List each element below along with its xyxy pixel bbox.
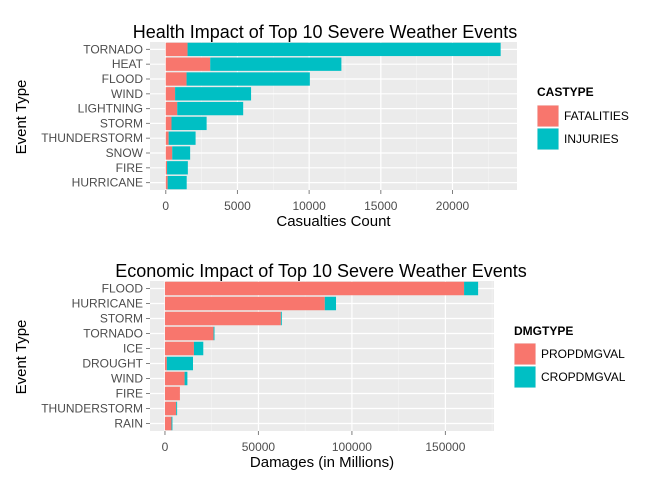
y-tick-label: TORNADO <box>83 327 143 341</box>
y-tick-label: DROUGHT <box>82 357 143 371</box>
x-axis-title: Casualties Count <box>276 213 391 230</box>
bar-tornado-fatalities <box>165 42 188 57</box>
y-tick-label: ICE <box>123 342 143 356</box>
bar-thunderstorm-cropdmgval <box>176 401 178 416</box>
bar-hurricane-cropdmgval <box>324 296 337 311</box>
x-tick-label: 5000 <box>224 199 251 213</box>
bar-drought-cropdmgval <box>166 356 193 371</box>
bar-hurricane-injuries <box>167 175 187 190</box>
bar-rain-cropdmgval <box>171 416 173 431</box>
bar-heat-fatalities <box>165 57 211 71</box>
bar-flood-fatalities <box>165 72 187 86</box>
legend-label-propdmgval: PROPDMGVAL <box>541 347 625 361</box>
legend-label-fatalities: FATALITIES <box>564 109 629 123</box>
y-tick-label: STORM <box>100 116 143 130</box>
y-axis-title: Event Type <box>13 320 30 395</box>
y-tick-label: LIGHTNING <box>78 102 143 116</box>
bar-ice-cropdmgval <box>193 341 204 356</box>
y-tick-label: RAIN <box>114 417 143 431</box>
x-tick-label: 50000 <box>242 440 276 454</box>
bar-snow-injuries <box>172 146 191 160</box>
y-tick-label: STORM <box>100 312 143 326</box>
y-tick-label: THUNDERSTORM <box>41 402 143 416</box>
bar-fire-fatalities <box>165 161 168 175</box>
y-tick-label: HURRICANE <box>72 297 143 311</box>
x-tick-label: 150000 <box>425 440 465 454</box>
y-tick-label: SNOW <box>106 146 144 160</box>
legend-key-injuries <box>537 128 559 150</box>
bar-ice-propdmgval <box>164 341 194 356</box>
legend: DMGTYPE PROPDMGVAL CROPDMGVAL <box>514 324 626 388</box>
y-tick-label: TORNADO <box>83 42 143 56</box>
legend-title: DMGTYPE <box>514 324 573 338</box>
bar-hurricane-fatalities <box>165 175 168 190</box>
bar-tornado-injuries <box>187 42 501 57</box>
x-axis-title: Damages (in Millions) <box>250 454 394 471</box>
chart-title: Health Impact of Top 10 Severe Weather E… <box>133 22 518 42</box>
bar-wind-injuries <box>175 87 252 101</box>
bar-storm-cropdmgval <box>280 311 282 326</box>
health-impact-chart: TORNADOHEATFLOODWINDLIGHTNINGSTORMTHUNDE… <box>13 22 629 230</box>
legend-label-cropdmgval: CROPDMGVAL <box>541 370 626 384</box>
bar-storm-propdmgval <box>164 311 281 326</box>
x-tick-label: 100000 <box>332 440 372 454</box>
bar-storm-injuries <box>171 116 207 131</box>
x-tick-label: 10000 <box>292 199 326 213</box>
legend: CASTYPE FATALITIES INJURIES <box>537 85 629 150</box>
economic-impact-chart: FLOODHURRICANESTORMTORNADOICEDROUGHTWIND… <box>13 261 626 471</box>
legend-title: CASTYPE <box>537 85 594 99</box>
x-tick-label: 0 <box>162 440 169 454</box>
y-tick-label: THUNDERSTORM <box>41 131 143 145</box>
y-tick-label: FIRE <box>116 161 143 175</box>
y-tick-label: FIRE <box>116 387 143 401</box>
bar-thunderstorm-injuries <box>168 131 196 145</box>
y-tick-label: FLOOD <box>102 72 144 86</box>
legend-key-propdmgval <box>514 343 536 365</box>
x-tick-label: 0 <box>162 199 169 213</box>
bar-lightning-fatalities <box>165 101 178 116</box>
legend-key-fatalities <box>537 105 559 127</box>
bar-lightning-injuries <box>177 101 244 116</box>
y-tick-label: HEAT <box>112 57 144 71</box>
bar-flood-cropdmgval <box>464 281 479 296</box>
bar-wind-propdmgval <box>164 371 185 386</box>
bar-drought-propdmgval <box>164 356 167 371</box>
y-tick-label: FLOOD <box>102 282 144 296</box>
bar-wind-cropdmgval <box>184 371 188 386</box>
bar-heat-injuries <box>210 57 342 71</box>
bar-flood-propdmgval <box>164 281 465 296</box>
bar-thunderstorm-fatalities <box>165 131 169 145</box>
bar-snow-fatalities <box>165 146 173 160</box>
bar-rain-propdmgval <box>164 416 172 431</box>
bar-fire-injuries <box>167 161 188 175</box>
bar-tornado-cropdmgval <box>213 326 215 341</box>
x-tick-label: 20000 <box>436 199 470 213</box>
bar-thunderstorm-propdmgval <box>164 401 177 416</box>
bar-fire-propdmgval <box>164 386 180 401</box>
y-tick-label: WIND <box>111 372 143 386</box>
y-tick-label: HURRICANE <box>72 176 143 190</box>
bar-wind-fatalities <box>165 87 176 101</box>
legend-key-cropdmgval <box>514 366 536 388</box>
y-tick-label: WIND <box>111 87 143 101</box>
bar-hurricane-propdmgval <box>164 296 325 311</box>
bar-tornado-propdmgval <box>164 326 214 341</box>
x-tick-label: 15000 <box>364 199 398 213</box>
legend-label-injuries: INJURIES <box>564 132 619 146</box>
bar-storm-fatalities <box>165 116 172 131</box>
y-axis-title: Event Type <box>13 80 30 155</box>
bar-flood-injuries <box>186 72 310 86</box>
chart-title: Economic Impact of Top 10 Severe Weather… <box>115 261 527 281</box>
